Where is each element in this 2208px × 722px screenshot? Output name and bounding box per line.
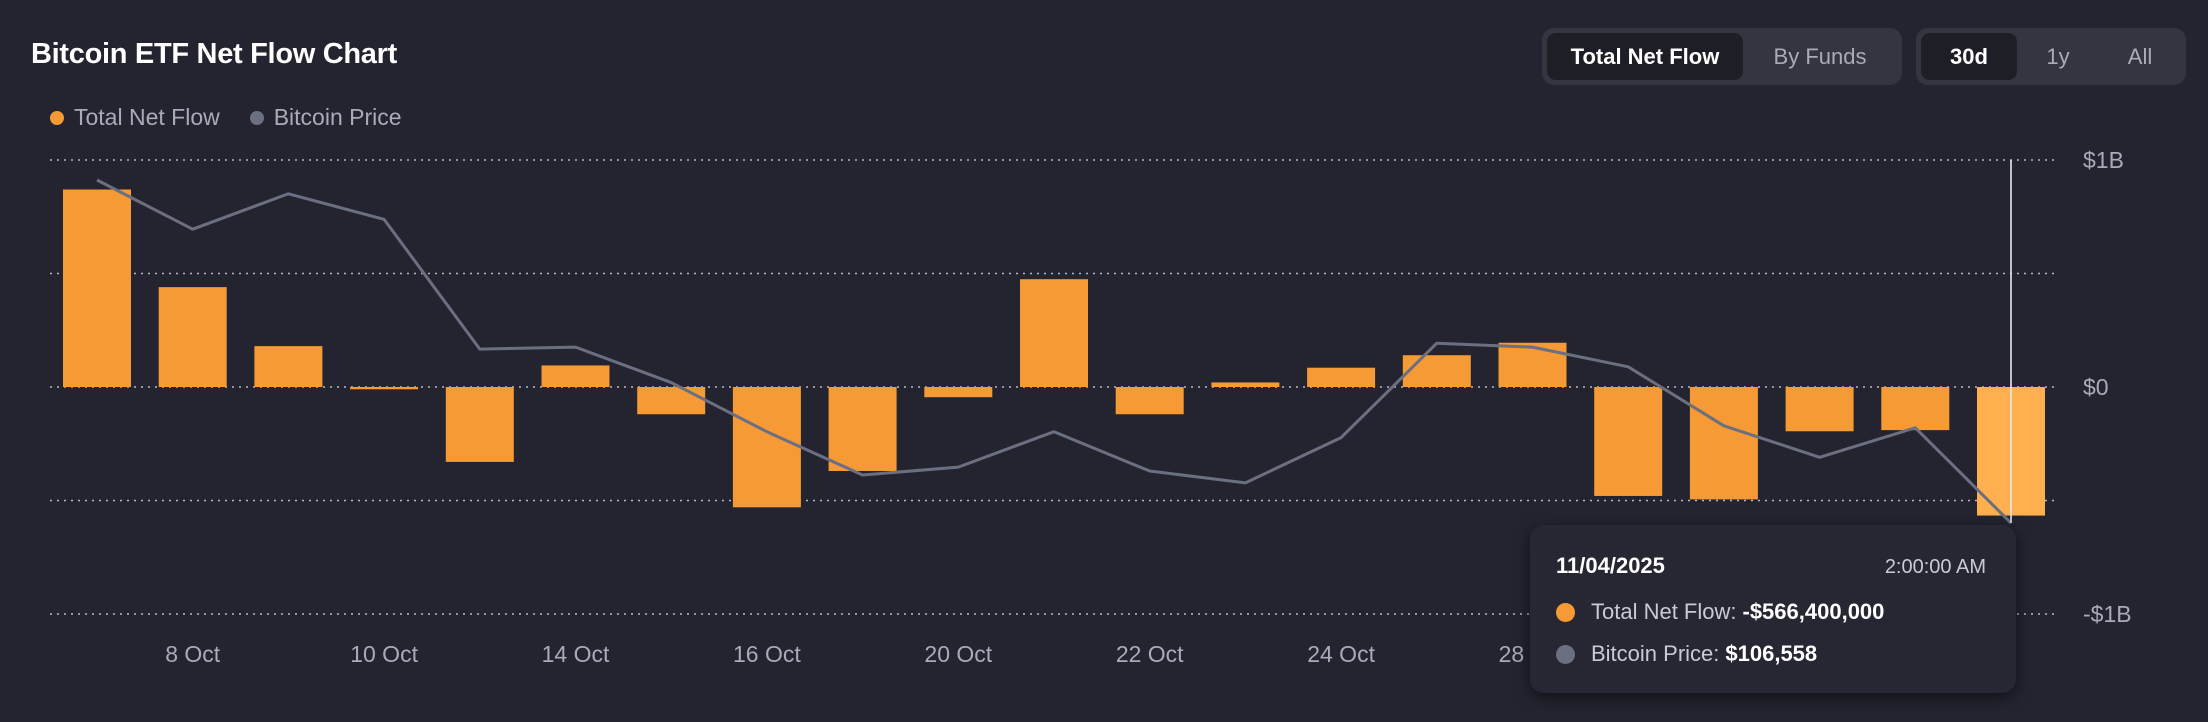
legend-dot-icon — [249, 110, 264, 125]
legend-dot-icon — [50, 110, 64, 125]
y-axis-labels: $1B $0 -$1B — [2083, 147, 2132, 627]
tab-1y[interactable]: 1y — [2046, 43, 2070, 69]
tab-total-net-flow[interactable]: Total Net Flow — [1547, 33, 1743, 80]
x-axis-tick-label: 20 Oct — [924, 641, 992, 667]
x-axis-tick-label: 24 Oct — [1307, 641, 1375, 667]
x-axis-labels: 8 Oct 10 Oct 14 Oct 16 Oct 20 Oct 22 Oct 24 Oc… — [165, 641, 1567, 667]
net-flow-bar[interactable] — [63, 189, 131, 387]
chart-legend: Total Net Flow Bitcoin Price — [50, 104, 432, 131]
tooltip-price-value: $106,558 — [1725, 641, 1818, 666]
net-flow-bar[interactable] — [637, 387, 706, 415]
tab-all[interactable]: All — [2127, 43, 2153, 69]
y-axis-tick-label: -$1B — [2083, 601, 2132, 627]
net-flow-bar[interactable] — [1402, 355, 1471, 387]
net-flow-bar[interactable] — [1498, 342, 1567, 387]
net-flow-bar[interactable] — [1307, 367, 1376, 387]
net-flow-bar[interactable] — [350, 387, 419, 390]
tooltip-date: 11/04/2025 — [1556, 553, 1665, 578]
y-axis-tick-label: $1B — [2083, 147, 2124, 173]
tab-by-funds[interactable]: By Funds — [1773, 43, 1867, 69]
net-flow-bar[interactable] — [1115, 387, 1184, 415]
tooltip-price-dot-icon — [1556, 644, 1575, 664]
net-flow-bar[interactable] — [158, 287, 227, 387]
net-flow-bar[interactable] — [924, 387, 993, 398]
legend-item-net-flow[interactable]: Total Net Flow — [50, 104, 220, 131]
view-toggle-group: Total Net Flow By Funds — [1542, 28, 1902, 85]
x-axis-tick-label: 10 Oct — [350, 641, 418, 667]
net-flow-bar[interactable] — [445, 387, 514, 462]
y-axis-tick-label: $0 — [2083, 374, 2109, 400]
net-flow-bar[interactable] — [541, 365, 610, 387]
legend-item-bitcoin-price[interactable]: Bitcoin Price — [249, 104, 402, 131]
net-flow-bar[interactable] — [732, 387, 801, 508]
x-axis-tick-label: 22 Oct — [1116, 641, 1184, 667]
chart-tooltip: 11/04/2025 2:00:00 AM Total Net Flow: -$… — [1530, 525, 2016, 693]
x-axis-tick-label: 14 Oct — [542, 641, 610, 667]
net-flow-bar[interactable] — [1785, 387, 1854, 432]
legend-label-net-flow: Total Net Flow — [74, 104, 220, 130]
net-flow-bar[interactable] — [1881, 387, 1950, 431]
page-title: Bitcoin ETF Net Flow Chart — [31, 38, 397, 70]
net-flow-bar[interactable] — [1020, 279, 1088, 387]
net-flow-bar[interactable] — [254, 346, 323, 387]
net-flow-bar[interactable] — [1689, 387, 1758, 500]
tooltip-flow-label: Total Net Flow: — [1591, 599, 1737, 624]
net-flow-bar[interactable] — [1594, 387, 1663, 496]
net-flow-bar[interactable] — [828, 387, 897, 471]
bitcoin-price-line — [96, 178, 2013, 525]
legend-label-bitcoin-price: Bitcoin Price — [273, 104, 402, 130]
tooltip-price-label: Bitcoin Price: — [1591, 641, 1720, 666]
tooltip-flow-value: -$566,400,000 — [1742, 599, 1885, 624]
x-axis-tick-label: 16 Oct — [733, 641, 801, 667]
net-flow-bars — [63, 189, 2045, 516]
tooltip-flow-dot-icon — [1556, 602, 1575, 622]
net-flow-bar[interactable] — [1211, 382, 1280, 387]
tooltip-time: 2:00:00 AM — [1884, 556, 1986, 578]
range-toggle-group: 30d 1y All — [1916, 28, 2186, 85]
x-axis-tick-label: 8 Oct — [165, 641, 221, 667]
tab-30d[interactable]: 30d — [1921, 33, 2017, 80]
